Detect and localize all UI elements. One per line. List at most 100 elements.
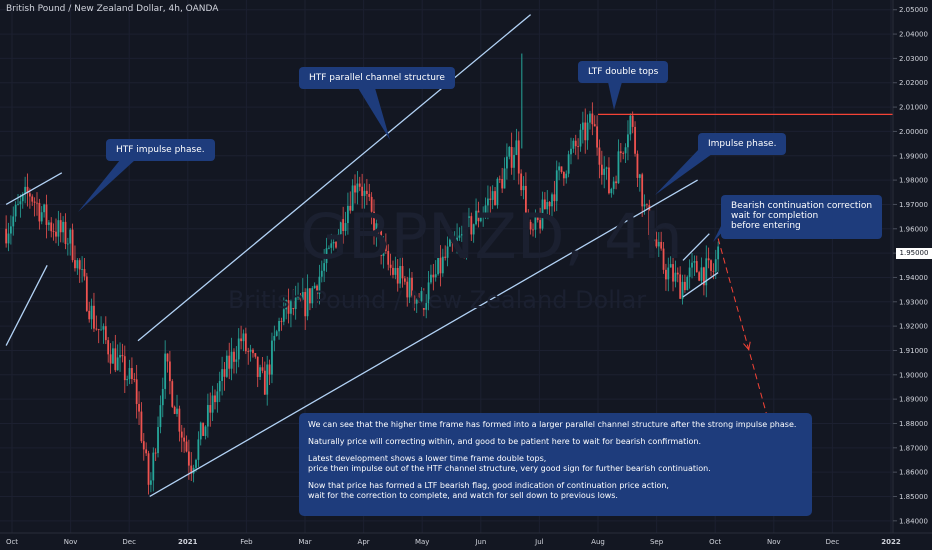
candle-body	[667, 267, 670, 280]
candle-body	[679, 274, 682, 299]
candle-body	[427, 282, 430, 304]
candle-body	[128, 368, 131, 380]
price-tick-label: 2.05000	[899, 6, 928, 14]
candle-body	[479, 217, 482, 222]
candle-body	[247, 351, 250, 353]
candle-body	[145, 449, 148, 454]
candle-body	[318, 276, 321, 294]
candle-body	[107, 340, 110, 355]
candle-body	[432, 274, 435, 278]
candle-body	[209, 405, 212, 413]
candle-body	[242, 333, 245, 342]
candle-body	[95, 328, 98, 330]
time-tick-label: Nov	[767, 538, 781, 546]
candle-body	[38, 202, 41, 222]
candle-body	[190, 465, 193, 474]
analysis-note[interactable]: We can see that the higher time frame ha…	[299, 413, 812, 516]
candle-body	[74, 260, 76, 269]
candle-body	[69, 229, 72, 244]
candle-body	[394, 267, 397, 275]
annotation-ltf-double-tops[interactable]: LTF double tops	[578, 61, 669, 83]
candle-body	[422, 291, 425, 310]
time-tick-label: Jul	[534, 538, 544, 546]
candle-body	[468, 216, 470, 219]
candle-body	[78, 260, 81, 270]
trendline	[682, 233, 710, 261]
note-paragraph-1: We can see that the higher time frame ha…	[308, 420, 797, 429]
candle-body	[439, 257, 442, 274]
candle-body	[114, 348, 117, 371]
candle-body	[40, 212, 43, 222]
candle-body	[237, 338, 240, 360]
candle-body	[214, 395, 216, 403]
candle-body	[325, 248, 328, 264]
candle-body	[584, 122, 587, 141]
candle-body	[228, 355, 231, 369]
candle-body	[631, 115, 634, 127]
candle-body	[233, 351, 235, 362]
candle-body	[657, 241, 660, 247]
candle-body	[290, 301, 292, 314]
candle-body	[717, 246, 720, 260]
candle-body	[268, 364, 271, 375]
annotation-htf-channel[interactable]: HTF parallel channel structure	[299, 67, 455, 89]
candle-body	[363, 190, 366, 196]
candle-body	[551, 194, 553, 207]
price-tick-label: 1.90000	[899, 371, 928, 379]
candle-body	[586, 122, 589, 141]
candle-body	[311, 288, 314, 304]
candle-body	[9, 226, 12, 234]
candle-body	[147, 453, 150, 485]
candle-body	[624, 147, 627, 154]
candle-body	[368, 193, 371, 197]
candle-body	[534, 215, 537, 230]
candle-body	[320, 270, 323, 277]
annotation-bearish-correction[interactable]: Bearish continuation correction wait for…	[721, 195, 883, 239]
candle-body	[634, 126, 636, 154]
candle-body	[280, 320, 283, 322]
candle-body	[109, 354, 112, 364]
price-axis[interactable]: 2.05000 2.04000 2.03000 2.02000 2.01000 2.000…	[893, 6, 928, 525]
candle-body	[171, 381, 174, 407]
candle-body	[627, 134, 629, 148]
note-paragraph-4: Now that price has formed a LTF bearish …	[308, 481, 669, 500]
candle-body	[31, 196, 34, 202]
candle-body	[24, 186, 27, 194]
price-tick-label: 1.86000	[899, 469, 928, 477]
trendline	[5, 172, 63, 206]
trendline	[682, 272, 719, 298]
candle-body	[482, 212, 485, 218]
candle-body	[76, 260, 79, 269]
candle-body	[180, 431, 183, 438]
candle-body	[403, 278, 406, 282]
candle-body	[152, 452, 155, 481]
candle-body	[695, 261, 698, 273]
candle-body	[85, 276, 88, 311]
current-price-label: 1.95000	[896, 248, 932, 259]
callout-pointer	[78, 160, 135, 212]
candle-body	[387, 251, 390, 265]
candle-body	[529, 221, 532, 230]
candle-body	[691, 262, 693, 268]
candle-body	[342, 219, 345, 231]
candle-body	[294, 297, 297, 310]
candle-body	[370, 196, 373, 212]
time-axis[interactable]: Oct Nov Dec 2021 Feb Mar Apr May Jun Jul Aug Sep Oct…	[6, 538, 901, 546]
candle-body	[418, 299, 420, 302]
candle-body	[503, 168, 506, 189]
candle-body	[45, 204, 48, 225]
candle-body	[558, 166, 561, 171]
candle-body	[700, 267, 703, 281]
price-tick-label: 1.84000	[899, 517, 928, 525]
candle-body	[536, 215, 539, 221]
candle-body	[356, 183, 359, 193]
candle-body	[17, 204, 19, 206]
annotation-impulse-phase[interactable]: Impulse phase.	[698, 133, 787, 155]
candle-body	[161, 388, 164, 406]
candle-body	[211, 395, 214, 413]
candle-body	[166, 353, 169, 362]
projection-line	[717, 238, 775, 441]
annotation-htf-impulse[interactable]: HTF impulse phase.	[106, 139, 215, 161]
candle-body	[116, 357, 119, 371]
candle-body	[662, 248, 665, 270]
